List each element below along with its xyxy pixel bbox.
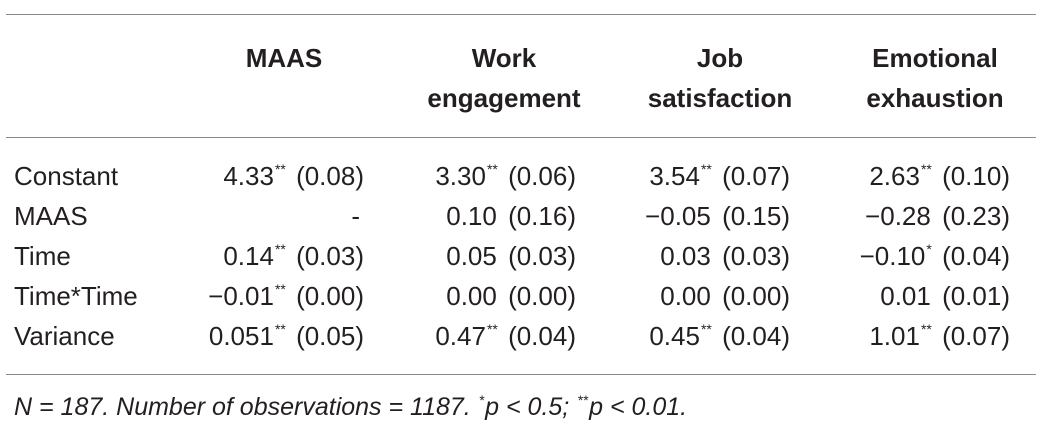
table-cell: −0.10* (0.04) xyxy=(859,241,1010,271)
table-cell: 3.30** (0.06) xyxy=(435,161,576,191)
column-header-line: engagement xyxy=(427,83,581,113)
table-row: MAAS - 0.10 (0.16) −0.05 (0.15) −0.28 (0… xyxy=(0,196,1046,236)
table-cell: 0.45** (0.04) xyxy=(649,321,790,351)
table-cell: 3.54** (0.07) xyxy=(649,161,790,191)
table-cell: 0.14** (0.03) xyxy=(223,241,364,271)
table-bottom-rule xyxy=(6,374,1036,375)
row-label: Variance xyxy=(14,321,115,351)
table-cell: 0.00 (0.00) xyxy=(660,281,790,311)
table-cell: 0.10 (0.16) xyxy=(446,201,576,231)
table-cell: 0.03 (0.03) xyxy=(660,241,790,271)
column-header-emotional-exhaustion: Emotional exhaustion xyxy=(830,38,1040,118)
row-label: MAAS xyxy=(14,201,88,231)
table-row: Time 0.14** (0.03) 0.05 (0.03) 0.03 (0.0… xyxy=(0,236,1046,276)
table-cell: 0.01 (0.01) xyxy=(880,281,1010,311)
row-label: Time*Time xyxy=(14,281,138,311)
column-header-line: satisfaction xyxy=(647,83,793,113)
row-label: Time xyxy=(14,241,71,271)
table-cell: 1.01** (0.07) xyxy=(869,321,1010,351)
table-header-rule xyxy=(6,137,1036,138)
column-header-line: Work xyxy=(471,43,537,73)
row-label: Constant xyxy=(14,161,119,191)
table-row: Time*Time −0.01** (0.00) 0.00 (0.00) 0.0… xyxy=(0,276,1046,316)
column-header-line: Emotional xyxy=(872,43,998,73)
column-header-line: exhaustion xyxy=(866,83,1004,113)
table-top-rule xyxy=(6,14,1036,15)
table-cell: 0.00 (0.00) xyxy=(446,281,576,311)
column-header-work-engagement: Work engagement xyxy=(404,38,604,118)
table-row: Constant 4.33** (0.08) 3.30** (0.06) 3.5… xyxy=(0,156,1046,196)
table-cell: 0.05 (0.03) xyxy=(446,241,576,271)
table-cell: 2.63** (0.10) xyxy=(869,161,1010,191)
column-header-line: MAAS xyxy=(245,43,323,73)
column-header-maas: MAAS xyxy=(234,38,334,78)
table-cell: 0.051** (0.05) xyxy=(208,321,364,351)
column-header-job-satisfaction: Job satisfaction xyxy=(620,38,820,118)
table-cell: −0.01** (0.00) xyxy=(208,281,364,311)
table-cell: 4.33** (0.08) xyxy=(223,161,364,191)
table-cell: - xyxy=(351,201,360,231)
table-cell: −0.05 (0.15) xyxy=(645,201,790,231)
column-header-line: Job xyxy=(696,43,744,73)
table-row: Variance 0.051** (0.05) 0.47** (0.04) 0.… xyxy=(0,316,1046,356)
table-footnote: N = 187. Number of observations = 1187. … xyxy=(14,392,688,421)
table-cell: −0.28 (0.23) xyxy=(865,201,1010,231)
table-cell: 0.47** (0.04) xyxy=(435,321,576,351)
